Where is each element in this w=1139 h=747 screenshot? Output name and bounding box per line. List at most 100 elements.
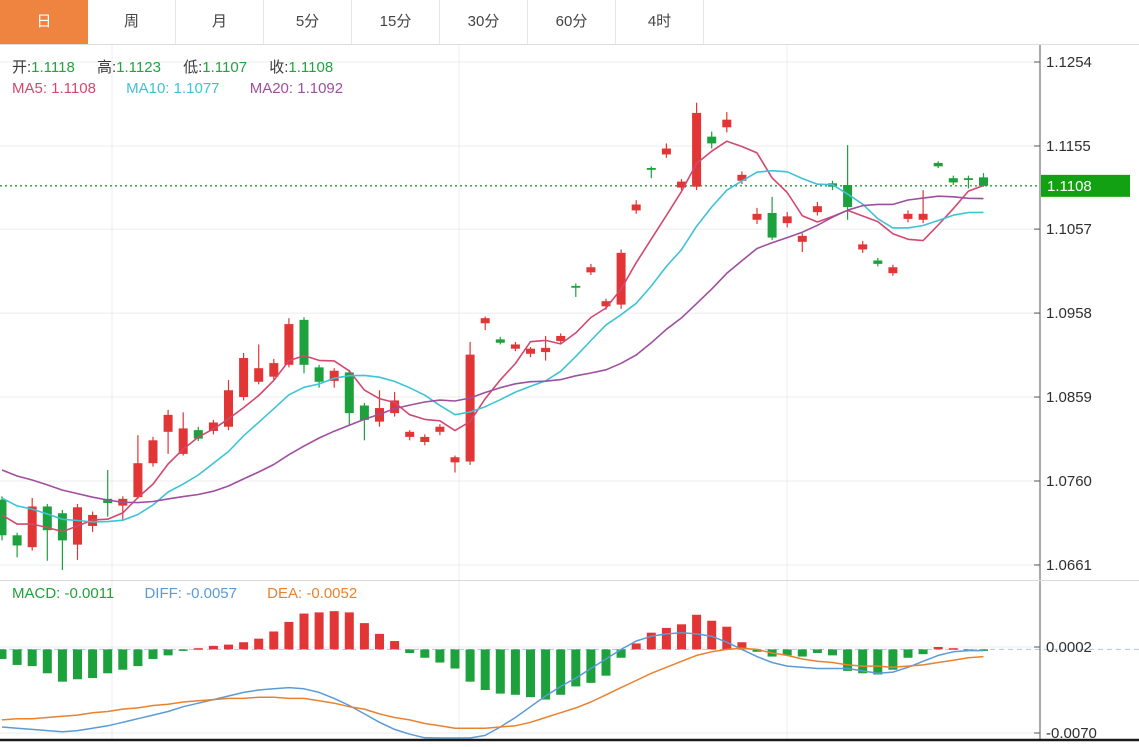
candle-body [707, 136, 717, 144]
macd-bar [57, 649, 67, 682]
macd-bar [103, 649, 113, 674]
macd-bar [601, 649, 611, 676]
ma-legend: MA5: 1.1108 MA10: 1.1077 MA20: 1.1092 [12, 80, 369, 97]
macd-bar [707, 620, 717, 650]
macd-bar [888, 649, 898, 670]
candle-body [571, 285, 581, 288]
macd-bar [843, 649, 853, 671]
tab-4hour[interactable]: 4时 [616, 0, 704, 44]
macd-bar [933, 647, 943, 650]
ma10-legend: MA10: 1.1077 [126, 80, 220, 97]
low-label: 低: [183, 59, 203, 76]
candle-body [677, 181, 686, 188]
candle-body [933, 162, 943, 167]
candle-body [737, 174, 747, 181]
candle-body [510, 344, 520, 349]
candle-body [57, 513, 67, 541]
candle-body [556, 335, 566, 342]
tab-15min[interactable]: 15分 [352, 0, 440, 44]
candle-body [269, 363, 279, 377]
macd-bar [299, 613, 309, 650]
tab-month[interactable]: 月 [176, 0, 264, 44]
ma10-line [1, 169, 984, 523]
ma20-line [1, 195, 984, 504]
macd-lines-layer [1, 631, 984, 739]
tab-5min[interactable]: 5分 [264, 0, 352, 44]
macd-bar [375, 633, 384, 650]
diff-line [1, 631, 984, 739]
macd-bar [178, 649, 188, 651]
ma20-legend: MA20: 1.1092 [249, 80, 344, 97]
candles-layer [0, 102, 988, 571]
candle-body [359, 405, 369, 420]
high-value: 1.1123 [116, 59, 161, 76]
macd-bar [480, 649, 490, 691]
price-tick-label: 1.0661 [1046, 557, 1092, 574]
candle-body [541, 347, 551, 353]
macd-bar [646, 632, 656, 650]
candle-body [27, 506, 37, 548]
candle-body [601, 301, 611, 307]
ma5-legend: MA5: 1.1108 [12, 80, 96, 97]
candle-body [450, 457, 460, 463]
candle-body [661, 148, 671, 155]
price-tick-label: 1.1155 [1046, 138, 1091, 155]
candle-body [103, 498, 113, 504]
macd-bar [571, 649, 581, 687]
macd-gridlines [0, 581, 1040, 740]
candle-body [903, 213, 913, 219]
tab-week[interactable]: 周 [88, 0, 176, 44]
candle-body [435, 426, 445, 432]
main-price-axis: 1.1254 1.1155 1.1057 1.0958 1.0859 1.0760 1.06… [1034, 45, 1092, 581]
candle-body [495, 339, 505, 343]
candle-body [42, 506, 52, 531]
close-value: 1.1108 [288, 59, 334, 76]
macd-bar [148, 649, 158, 659]
macd-bar [661, 627, 671, 650]
candle-body [586, 267, 596, 273]
macd-bar [616, 649, 626, 658]
macd-bar [239, 642, 249, 650]
candle-body [722, 119, 732, 128]
tab-60min[interactable]: 60分 [528, 0, 616, 44]
macd-histogram-layer [0, 611, 988, 700]
main-chart-canvas[interactable]: 1.1254 1.1155 1.1057 1.0958 1.0859 1.0760 1.06… [0, 45, 1139, 581]
macd-bar [314, 612, 324, 650]
open-label: 开: [12, 59, 32, 76]
price-tick-label: 1.0958 [1046, 305, 1092, 322]
candle-body [692, 112, 702, 187]
high-label: 高: [97, 59, 117, 76]
candle-body [148, 440, 158, 464]
candle-body [208, 422, 218, 431]
macd-bar [390, 641, 400, 650]
candle-body [133, 463, 143, 498]
candle-body [0, 499, 7, 536]
macd-bar [812, 649, 822, 653]
candle-body [526, 348, 535, 354]
ohlc-legend: 开:1.1118 高:1.1123 低:1.1107 收:1.1108 [12, 56, 351, 77]
candle-body [873, 260, 883, 264]
macd-bar [858, 649, 868, 674]
macd-bar [948, 648, 958, 650]
macd-bar [88, 649, 98, 679]
candle-body [239, 358, 249, 398]
macd-chart-canvas[interactable]: 0.0002 -0.0070 [0, 581, 1139, 747]
candle-body [163, 414, 173, 432]
macd-bar [118, 649, 128, 670]
macd-bar [873, 649, 883, 675]
macd-bar [73, 649, 82, 680]
candle-body [843, 184, 853, 208]
last-price-badge-label: 1.1108 [1047, 178, 1092, 195]
price-tick-label: 1.0760 [1046, 473, 1092, 490]
candle-body [918, 213, 928, 220]
macd-tick-label: 0.0002 [1046, 639, 1092, 656]
macd-bar [903, 649, 913, 658]
macd-bar [359, 623, 369, 650]
tab-30min[interactable]: 30分 [440, 0, 528, 44]
candle-body [948, 178, 958, 183]
macd-value-label: MACD: -0.0011 [12, 585, 115, 602]
candle-body [646, 168, 656, 170]
macd-bar [163, 649, 173, 656]
tab-day[interactable]: 日 [0, 0, 88, 44]
candle-body [299, 319, 309, 365]
